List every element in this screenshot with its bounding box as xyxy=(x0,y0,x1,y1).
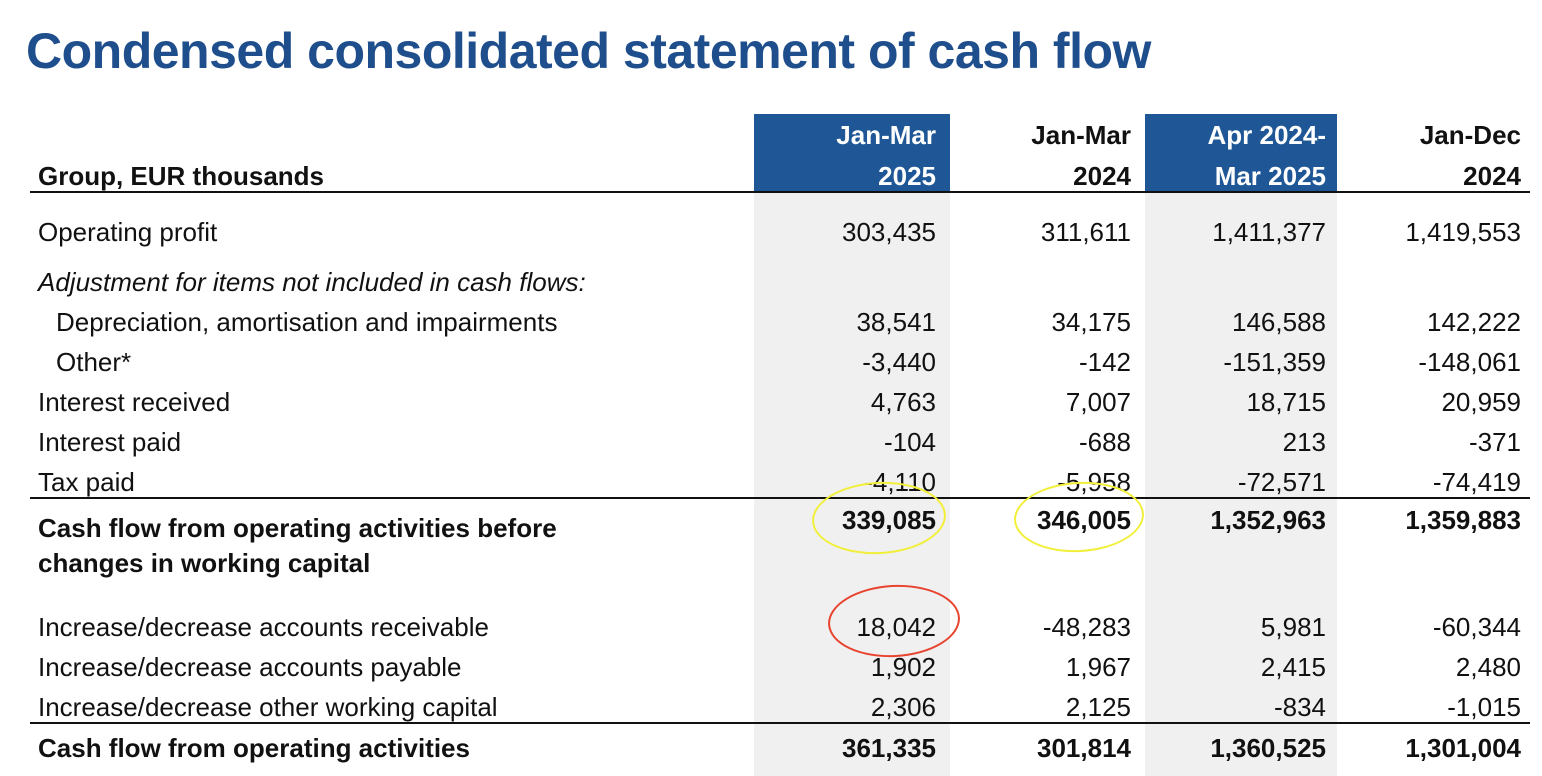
row-label: Tax paid xyxy=(38,467,135,497)
cell-value: -5,958 xyxy=(1057,467,1131,497)
cell-value: 2,480 xyxy=(1455,652,1521,682)
cell-value: -48,283 xyxy=(1042,612,1131,642)
cell-value: 18,715 xyxy=(1246,387,1326,417)
cell-value: 301,814 xyxy=(1037,733,1131,763)
table-row-depreciation: Depreciation, amortisation and impairmen… xyxy=(0,306,1542,346)
cell-value: 1,419,553 xyxy=(1405,217,1521,247)
table-row-cash-flow-before-working-capital: Cash flow from operating activities befo… xyxy=(0,504,1542,544)
column-header-line1: Jan-Dec xyxy=(1419,120,1521,150)
cell-value: 18,042 xyxy=(856,612,936,642)
column-header-jan-mar-2024: Jan-Mar 2024 xyxy=(1031,119,1131,192)
cell-value: -834 xyxy=(1273,692,1326,722)
cell-value: 142,222 xyxy=(1427,307,1521,337)
cell-value: 1,359,883 xyxy=(1405,505,1521,535)
cell-value: 1,902 xyxy=(870,652,936,682)
column-header-line1: Jan-Mar xyxy=(1031,120,1131,150)
row-label: Increase/decrease accounts payable xyxy=(38,652,462,682)
cell-value: 2,306 xyxy=(870,692,936,722)
cell-value: 339,085 xyxy=(842,505,936,535)
cell-value: 1,301,004 xyxy=(1405,733,1521,763)
cell-value: 1,352,963 xyxy=(1210,505,1326,535)
column-header-jan-dec-2024: Jan-Dec 2024 xyxy=(1420,119,1521,192)
table-row-interest-received: Interest received 4,763 7,007 18,715 20,… xyxy=(0,386,1542,426)
cell-value: -371 xyxy=(1468,427,1521,457)
cell-value: 2,415 xyxy=(1260,652,1326,682)
cell-value: 146,588 xyxy=(1232,307,1326,337)
cell-value: 20,959 xyxy=(1441,387,1521,417)
table-row-cash-flow-operating-activities: Cash flow from operating activities 361,… xyxy=(0,732,1542,772)
column-header-apr-2024-mar-2025: Apr 2024- Mar 2025 xyxy=(1208,119,1327,192)
cell-value: -151,359 xyxy=(1223,347,1326,377)
cell-value: 7,007 xyxy=(1065,387,1131,417)
cell-value: -148,061 xyxy=(1418,347,1521,377)
table-row-cash-flow-before-working-capital-cont: changes in working capital xyxy=(0,547,1542,587)
row-label: Increase/decrease other working capital xyxy=(38,692,498,722)
cell-value: 38,541 xyxy=(856,307,936,337)
table-row-interest-paid: Interest paid -104 -688 213 -371 xyxy=(0,426,1542,466)
cell-value: -72,571 xyxy=(1237,467,1326,497)
column-header-line1: Apr 2024- xyxy=(1207,120,1327,150)
cell-value: 1,411,377 xyxy=(1212,217,1326,247)
row-label: changes in working capital xyxy=(38,548,371,578)
cell-value: -142 xyxy=(1078,347,1131,377)
column-header-line2: 2025 xyxy=(878,161,936,191)
cell-value: -74,419 xyxy=(1432,467,1521,497)
subtotal-rule xyxy=(30,497,1530,499)
table-row-accounts-payable: Increase/decrease accounts payable 1,902… xyxy=(0,651,1542,691)
cell-value: -60,344 xyxy=(1432,612,1521,642)
table-row-adjustment-heading: Adjustment for items not included in cas… xyxy=(0,266,1542,306)
table-row-operating-profit: Operating profit 303,435 311,611 1,411,3… xyxy=(0,216,1542,256)
cell-value: 303,435 xyxy=(842,217,936,247)
row-label: Cash flow from operating activities befo… xyxy=(38,513,557,543)
row-label: Interest received xyxy=(38,387,231,417)
column-shade-jan-mar-2025 xyxy=(754,192,950,776)
column-header-line2: Mar 2025 xyxy=(1214,161,1326,191)
row-label: Adjustment for items not included in cas… xyxy=(38,267,586,297)
page-title: Condensed consolidated statement of cash… xyxy=(26,23,1151,79)
row-label: Depreciation, amortisation and impairmen… xyxy=(56,307,558,337)
cell-value: 311,611 xyxy=(1040,217,1131,247)
column-header-line2: 2024 xyxy=(1463,161,1521,191)
cell-value: 346,005 xyxy=(1037,505,1131,535)
cell-value: 4,763 xyxy=(870,387,936,417)
cell-value: -1,015 xyxy=(1447,692,1521,722)
cell-value: 1,360,525 xyxy=(1210,733,1326,763)
header-box-apr-2024-mar-2025 xyxy=(1145,114,1337,192)
total-rule xyxy=(30,722,1530,724)
cell-value: -3,440 xyxy=(862,347,936,377)
row-label: Operating profit xyxy=(38,217,218,247)
cell-value: 1,967 xyxy=(1065,652,1131,682)
table-row-other: Other* -3,440 -142 -151,359 -148,061 xyxy=(0,346,1542,386)
cell-value: 361,335 xyxy=(842,733,936,763)
row-label: Cash flow from operating activities xyxy=(38,733,470,763)
column-shade-apr-2024-mar-2025 xyxy=(1145,192,1337,776)
row-label: Increase/decrease accounts receivable xyxy=(38,612,489,642)
column-header-line1: Jan-Mar xyxy=(836,120,936,150)
group-caption: Group, EUR thousands xyxy=(38,161,324,191)
header-box-jan-mar-2025 xyxy=(754,114,950,192)
column-header-jan-mar-2025: Jan-Mar 2025 xyxy=(836,119,936,192)
table-row-tax-paid: Tax paid -4,110 -5,958 -72,571 -74,419 xyxy=(0,466,1542,506)
cell-value: 34,175 xyxy=(1051,307,1131,337)
cell-value: -688 xyxy=(1078,427,1131,457)
table-row-accounts-receivable: Increase/decrease accounts receivable 18… xyxy=(0,611,1542,651)
cell-value: 5,981 xyxy=(1260,612,1326,642)
cell-value: -104 xyxy=(883,427,936,457)
cell-value: 213 xyxy=(1282,427,1326,457)
cell-value: -4,110 xyxy=(864,467,936,497)
table-row-other-working-capital: Increase/decrease other working capital … xyxy=(0,691,1542,731)
row-label: Interest paid xyxy=(38,427,182,457)
column-header-line2: 2024 xyxy=(1073,161,1131,191)
header-rule xyxy=(30,191,1530,193)
row-label: Other* xyxy=(56,347,132,377)
cell-value: 2,125 xyxy=(1065,692,1131,722)
